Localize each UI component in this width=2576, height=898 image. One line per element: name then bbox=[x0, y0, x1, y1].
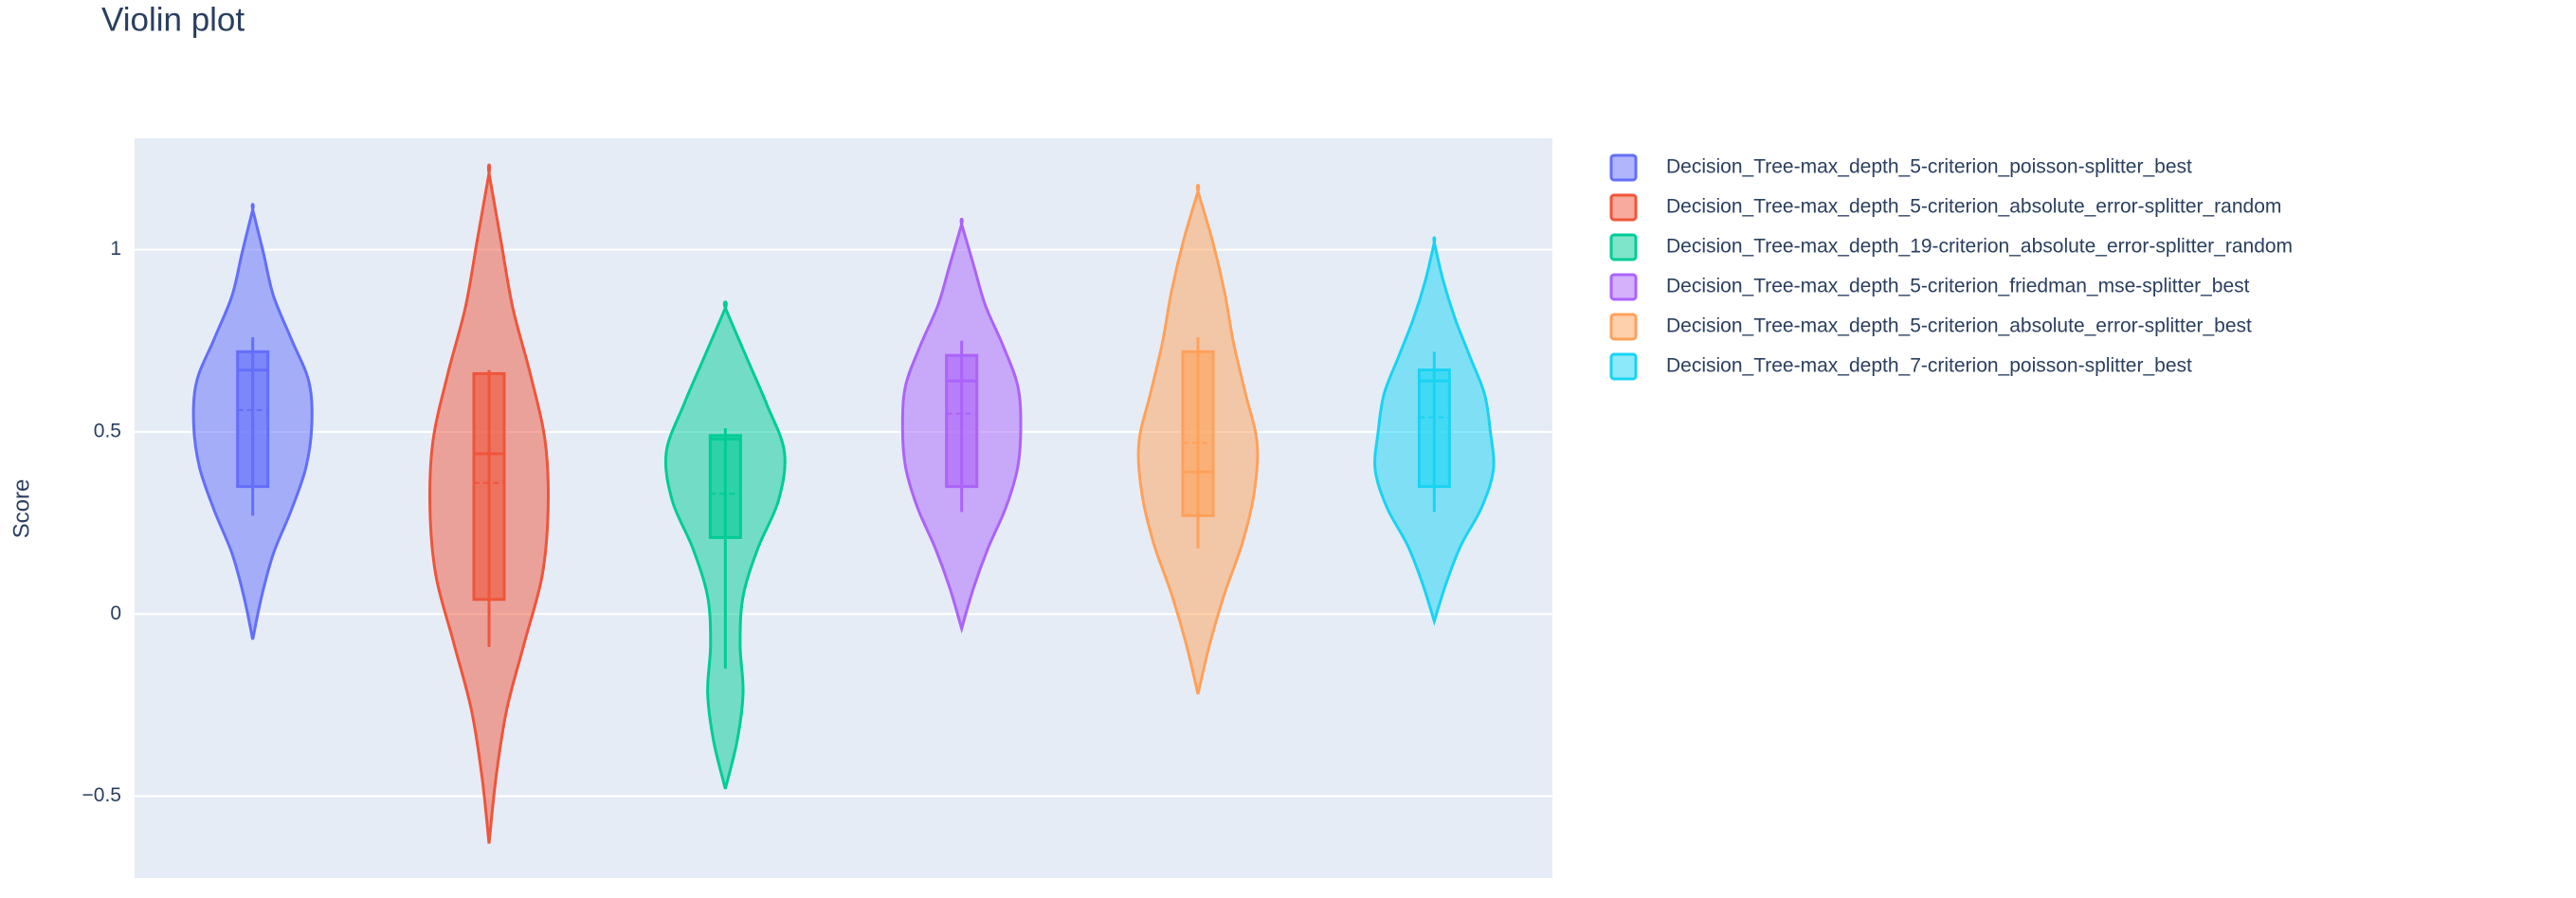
legend-label[interactable]: Decision_Tree-max_depth_19-criterion_abs… bbox=[1666, 236, 2293, 258]
legend-swatch[interactable] bbox=[1609, 233, 1638, 261]
box bbox=[708, 434, 742, 539]
box bbox=[236, 350, 270, 489]
legend-swatch[interactable] bbox=[1609, 153, 1638, 182]
legend-swatch[interactable] bbox=[1609, 273, 1638, 301]
legend-item[interactable]: Decision_Tree-max_depth_5-criterion_abso… bbox=[1609, 313, 2252, 341]
legend-item[interactable]: Decision_Tree-max_depth_7-criterion_pois… bbox=[1609, 352, 2192, 381]
box bbox=[1417, 368, 1451, 489]
y-axis-title: Score bbox=[9, 479, 34, 539]
legend-label[interactable]: Decision_Tree-max_depth_7-criterion_pois… bbox=[1666, 355, 2192, 377]
y-tick-label: 0.5 bbox=[94, 420, 121, 441]
box bbox=[472, 371, 506, 602]
y-tick-label: 0 bbox=[110, 602, 121, 624]
box bbox=[945, 353, 979, 489]
legend-item[interactable]: Decision_Tree-max_depth_5-criterion_pois… bbox=[1609, 153, 2192, 182]
box bbox=[1181, 350, 1215, 517]
legend-label[interactable]: Decision_Tree-max_depth_5-criterion_frie… bbox=[1666, 276, 2250, 297]
y-tick-label: −0.5 bbox=[82, 784, 121, 806]
legend-item[interactable]: Decision_Tree-max_depth_5-criterion_frie… bbox=[1609, 273, 2250, 301]
legend-swatch[interactable] bbox=[1609, 352, 1638, 381]
legend-label[interactable]: Decision_Tree-max_depth_5-criterion_pois… bbox=[1666, 156, 2192, 178]
plot-area bbox=[135, 138, 1552, 878]
legend-label[interactable]: Decision_Tree-max_depth_5-criterion_abso… bbox=[1666, 196, 2281, 218]
legend-swatch[interactable] bbox=[1609, 193, 1638, 222]
legend-swatch[interactable] bbox=[1609, 313, 1638, 341]
legend-item[interactable]: Decision_Tree-max_depth_19-criterion_abs… bbox=[1609, 233, 2293, 261]
y-tick-label: 1 bbox=[110, 238, 121, 260]
legend-item[interactable]: Decision_Tree-max_depth_5-criterion_abso… bbox=[1609, 193, 2281, 222]
chart-title: Violin plot bbox=[101, 1, 245, 38]
legend-label[interactable]: Decision_Tree-max_depth_5-criterion_abso… bbox=[1666, 315, 2252, 337]
